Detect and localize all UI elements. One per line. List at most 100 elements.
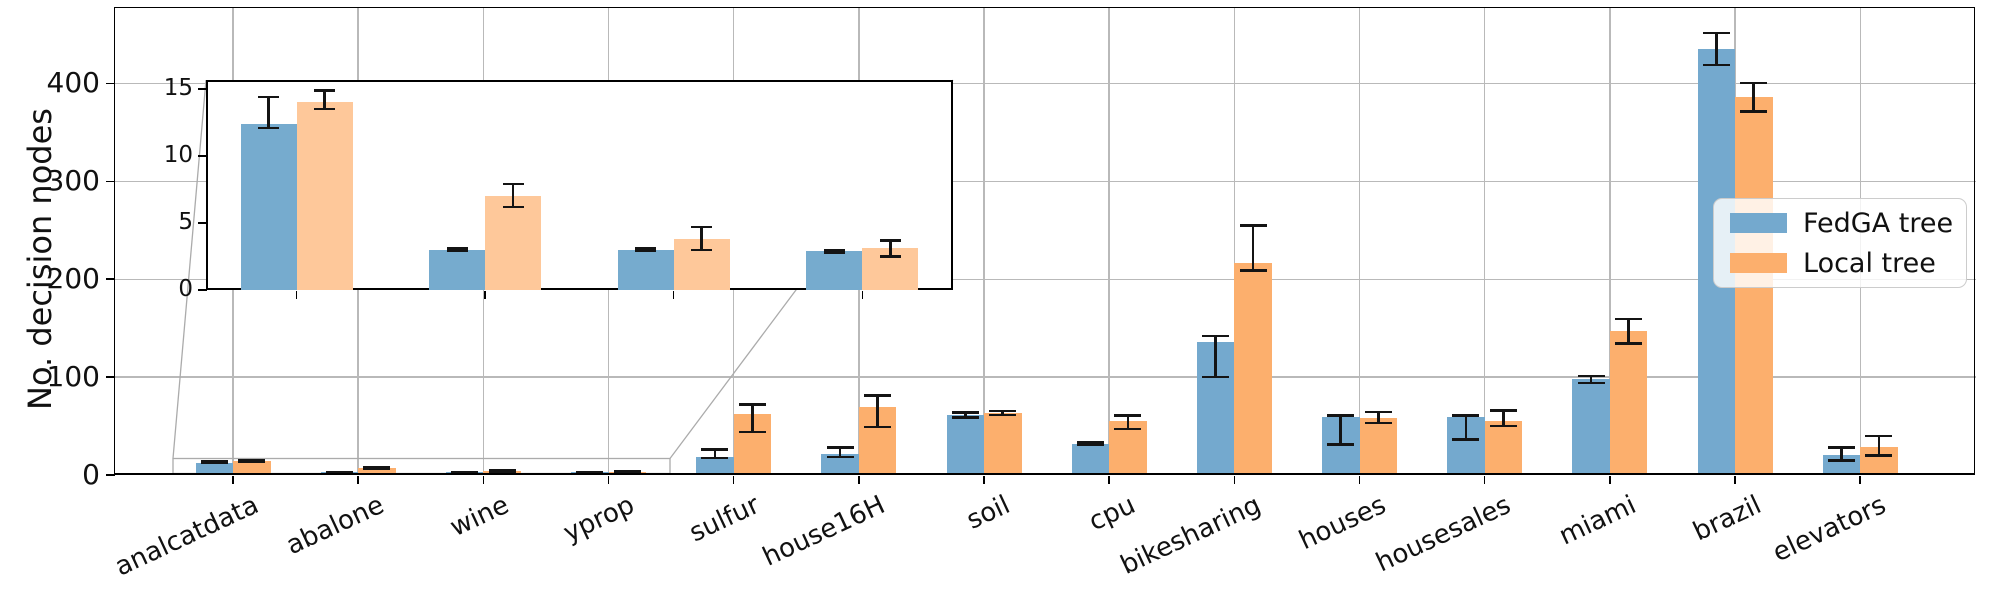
errcap-lo-local-soil xyxy=(989,413,1017,417)
errcap-lo-local-wine-inset xyxy=(691,248,713,252)
errbar-fedga-sulfur xyxy=(713,449,717,458)
errcap-hi-local-soil xyxy=(989,409,1017,413)
errcap-hi-fedga-cpu xyxy=(1076,440,1104,444)
errbar-local-elevators xyxy=(1877,435,1881,456)
errcap-lo-local-brazil xyxy=(1740,110,1768,113)
bar-local-analcatdata xyxy=(233,461,271,475)
gridline-x-miami xyxy=(1609,8,1611,475)
errcap-lo-local-yprop xyxy=(613,471,641,474)
errcap-lo-fedga-wine xyxy=(451,470,479,474)
bar-local-analcatdata-inset xyxy=(296,102,353,290)
errbar-fedga-elevators xyxy=(1840,447,1843,461)
errcap-hi-fedga-abalone-inset xyxy=(446,247,468,250)
bar-fedga-yprop-inset xyxy=(806,251,863,290)
inset-connector-left xyxy=(172,79,207,459)
xtick-mark-miami xyxy=(1609,476,1611,484)
errcap-lo-fedga-bikesharing xyxy=(1202,375,1230,379)
errbar-fedga-analcatdata-inset xyxy=(267,97,270,128)
errbar-fedga-abalone-inset xyxy=(455,248,459,252)
errcap-hi-local-bikesharing xyxy=(1239,224,1267,227)
xtick-mark-soil xyxy=(983,476,985,484)
bar-fedga-sulfur xyxy=(696,456,734,475)
errbar-local-soil xyxy=(1001,410,1005,415)
inset-ytick-mark-10 xyxy=(198,155,207,157)
errcap-hi-local-housesales xyxy=(1489,409,1517,412)
bar-local-soil xyxy=(984,412,1022,475)
ytick-mark-100 xyxy=(106,376,115,378)
errbar-local-houses xyxy=(1376,411,1380,424)
errcap-lo-fedga-abalone-inset xyxy=(446,249,468,253)
inset-ytick-mark-15 xyxy=(198,88,207,90)
errcap-lo-local-analcatdata xyxy=(238,460,266,464)
inset-ytick-label-10: 10 xyxy=(163,142,193,168)
errcap-lo-fedga-elevators xyxy=(1827,459,1855,462)
errbar-fedga-house16H xyxy=(838,447,842,457)
errcap-hi-local-houses xyxy=(1364,410,1392,414)
errcap-hi-fedga-house16H xyxy=(826,446,854,449)
errcap-lo-fedga-sulfur xyxy=(701,456,729,460)
bar-fedga-analcatdata-inset xyxy=(240,123,297,290)
errcap-hi-local-house16H xyxy=(864,394,892,397)
errcap-lo-fedga-housesales xyxy=(1452,438,1480,442)
gridline-y200 xyxy=(115,278,1976,280)
errcap-hi-fedga-miami xyxy=(1577,374,1605,378)
errcap-hi-local-yprop-inset xyxy=(879,239,901,242)
bar-fedga-analcatdata xyxy=(195,462,233,475)
legend: FedGA tree Local tree xyxy=(1713,198,1967,288)
inset-xtick-mark-analcatdata xyxy=(295,291,298,299)
xtick-mark-brazil xyxy=(1734,476,1736,484)
errcap-hi-local-wine-inset xyxy=(691,225,713,229)
errcap-hi-fedga-soil xyxy=(951,411,979,414)
ytick-label-0: 0 xyxy=(82,458,100,491)
errcap-hi-local-miami xyxy=(1615,317,1643,321)
inset-ytick-label-0: 0 xyxy=(178,276,193,302)
errbar-local-bikesharing xyxy=(1251,225,1255,271)
xtick-mark-abalone xyxy=(357,476,359,484)
gridline-y100 xyxy=(115,376,1976,378)
gridline-y400 xyxy=(115,82,1976,85)
ytick-mark-300 xyxy=(106,180,115,183)
errcap-hi-local-abalone-inset xyxy=(502,182,524,186)
errcap-lo-fedga-yprop-inset xyxy=(823,251,845,254)
inset-xtick-mark-yprop xyxy=(861,291,864,299)
errcap-hi-local-abalone xyxy=(363,465,391,469)
errbar-local-house16H xyxy=(876,395,879,428)
xtick-mark-sulfur xyxy=(732,476,735,484)
errcap-lo-local-elevators xyxy=(1865,454,1893,457)
gridline-x-housesales xyxy=(1484,8,1486,475)
errcap-lo-local-house16H xyxy=(864,425,892,429)
errcap-lo-local-wine xyxy=(488,470,516,474)
errbar-fedga-yprop-inset xyxy=(833,249,836,253)
errbar-local-cpu xyxy=(1126,415,1130,429)
errcap-lo-fedga-wine-inset xyxy=(635,249,657,253)
errcap-hi-fedga-analcatdata-inset xyxy=(258,95,279,99)
errbar-local-wine-inset xyxy=(700,227,703,250)
ytick-label-100: 100 xyxy=(46,360,100,394)
gridline-y300 xyxy=(115,180,1976,183)
gridline-x-houses xyxy=(1358,8,1361,475)
errcap-lo-fedga-houses xyxy=(1327,443,1355,446)
errcap-lo-local-analcatdata-inset xyxy=(314,107,335,111)
errcap-lo-fedga-brazil xyxy=(1702,63,1730,67)
ytick-label-200: 200 xyxy=(46,262,100,296)
bar-fedga-wine-inset xyxy=(617,249,674,290)
xtick-mark-elevators xyxy=(1859,476,1861,484)
errcap-hi-fedga-sulfur xyxy=(701,448,729,451)
xtick-mark-wine xyxy=(482,476,485,484)
xtick-mark-housesales xyxy=(1483,476,1486,484)
bar-fedga-abalone-inset xyxy=(429,249,486,290)
inset-ytick-label-5: 5 xyxy=(178,209,193,235)
errbar-fedga-bikesharing xyxy=(1214,336,1217,378)
inset-xtick-mark-abalone xyxy=(484,291,486,299)
errbar-local-yprop-inset xyxy=(889,240,892,257)
xtick-mark-house16H xyxy=(858,476,860,484)
errbar-local-housesales xyxy=(1502,410,1505,427)
inset-ytick-mark-0 xyxy=(198,289,207,291)
ytick-mark-0 xyxy=(106,474,115,476)
ytick-mark-200 xyxy=(106,278,115,281)
inset-ytick-mark-5 xyxy=(198,222,207,224)
errcap-lo-fedga-house16H xyxy=(826,455,854,459)
xtick-mark-analcatdata xyxy=(232,476,234,484)
errcap-hi-fedga-houses xyxy=(1327,414,1355,418)
errcap-lo-local-abalone-inset xyxy=(502,205,524,209)
